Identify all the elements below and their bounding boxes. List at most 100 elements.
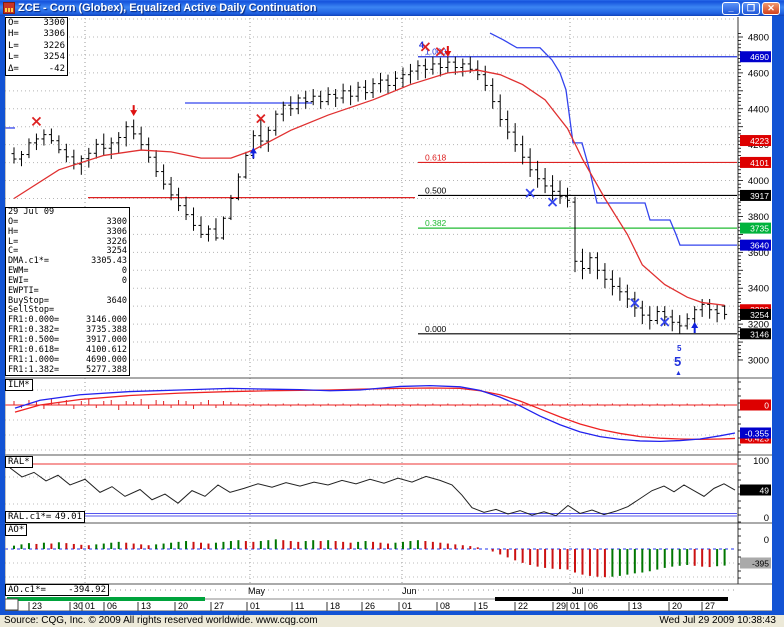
svg-text:06: 06 (107, 601, 117, 611)
svg-text:0: 0 (764, 401, 769, 411)
status-bar: Source: CQG, Inc. © 2009 All rights rese… (0, 615, 784, 627)
svg-text:3600: 3600 (748, 248, 769, 259)
svg-text:27: 27 (214, 601, 224, 611)
ral-value-box: RAL.c1*= 49.01 (5, 511, 85, 523)
ao-value: -394.92 (68, 585, 106, 595)
svg-text:3200: 3200 (748, 320, 769, 331)
svg-text:4000: 4000 (748, 176, 769, 187)
svg-text:5: 5 (674, 354, 681, 369)
svg-text:15: 15 (478, 601, 488, 611)
svg-text:4690: 4690 (750, 52, 769, 62)
svg-text:20: 20 (672, 601, 682, 611)
data-row: EWPTI= (8, 285, 39, 296)
svg-text:0.500: 0.500 (425, 185, 447, 195)
window-border-left (0, 16, 5, 611)
data-row: FR1:0.618= 4100.612 (8, 344, 127, 355)
svg-text:-395: -395 (752, 559, 769, 569)
svg-text:13: 13 (141, 601, 151, 611)
svg-text:13: 13 (632, 601, 642, 611)
quote-info-box: O= 3300 H= 3306 L= 3226 L= 3254 Δ= -42 (5, 17, 68, 77)
svg-text:3400: 3400 (748, 284, 769, 295)
svg-text:5: 5 (677, 344, 682, 353)
data-row: L= 3254 (8, 52, 65, 63)
svg-text:01: 01 (85, 601, 95, 611)
data-row: FR1:0.382= 3735.388 (8, 325, 127, 336)
svg-text:1.000: 1.000 (425, 47, 447, 57)
ral-value-label: RAL.c1*= (8, 512, 52, 522)
data-row: O= 3300 (8, 18, 65, 28)
svg-text:01: 01 (250, 601, 260, 611)
svg-text:0.000: 0.000 (425, 324, 447, 334)
svg-text:3800: 3800 (748, 212, 769, 223)
svg-text:May: May (248, 586, 266, 596)
status-source-text: Source: CQG, Inc. © 2009 All rights rese… (4, 615, 318, 626)
svg-text:Jun: Jun (402, 586, 417, 596)
svg-text:3735: 3735 (750, 224, 769, 234)
titlebar-buttons: _ ❐ ✕ (722, 1, 780, 15)
svg-text:30: 30 (73, 601, 83, 611)
data-row: BuyStop= 3640 (8, 295, 127, 306)
data-row: L= 3226 (8, 236, 127, 247)
svg-text:3146: 3146 (750, 329, 769, 339)
data-row: O= 3300 (8, 216, 127, 227)
svg-text:Jul: Jul (572, 586, 584, 596)
svg-text:3640: 3640 (750, 241, 769, 251)
title-bar: ZCE - Corn (Globex), Equalized Active Da… (0, 0, 784, 16)
data-row: H= 3306 (8, 226, 127, 237)
svg-text:26: 26 (365, 601, 375, 611)
svg-text:0.618: 0.618 (425, 152, 447, 162)
svg-text:4101: 4101 (750, 158, 769, 168)
app-icon (3, 2, 15, 14)
status-datetime: Wed Jul 29 2009 10:38:43 (659, 615, 776, 626)
ilm-study-label: ILM* (5, 379, 33, 391)
minimize-button[interactable]: _ (722, 1, 740, 15)
data-row: FR1:0.000= 3146.000 (8, 315, 127, 326)
svg-text:27: 27 (705, 601, 715, 611)
window-border-bottom (0, 611, 784, 615)
ao-value-box: AO.c1*= -394.92 (5, 584, 109, 596)
maximize-button[interactable]: ❐ (742, 1, 760, 15)
svg-text:11: 11 (295, 601, 304, 611)
svg-text:4: 4 (419, 40, 424, 50)
window-border-right (772, 16, 784, 611)
data-row: FR1:1.382= 5277.388 (8, 364, 127, 375)
ral-study-label: RAL* (5, 456, 33, 468)
svg-text:4400: 4400 (748, 104, 769, 115)
svg-text:▲: ▲ (675, 370, 682, 377)
svg-text:08: 08 (440, 601, 450, 611)
window-title: ZCE - Corn (Globex), Equalized Active Da… (18, 2, 317, 14)
svg-text:06: 06 (588, 601, 598, 611)
svg-text:18: 18 (330, 601, 340, 611)
close-button[interactable]: ✕ (762, 1, 780, 15)
svg-text:01: 01 (570, 601, 580, 611)
svg-text:23: 23 (32, 601, 42, 611)
svg-text:4800: 4800 (748, 33, 769, 44)
svg-text:0.382: 0.382 (425, 218, 447, 228)
svg-text:01: 01 (402, 601, 412, 611)
data-row: EWI= 0 (8, 275, 127, 286)
svg-text:49: 49 (760, 486, 770, 496)
data-row: H= 3306 (8, 29, 65, 40)
svg-text:0: 0 (764, 513, 769, 524)
data-row: L= 3226 (8, 40, 65, 51)
data-row: DMA.c1*= 3305.43 (8, 256, 127, 267)
ao-value-label: AO.c1*= (8, 585, 46, 595)
data-row: EWM= 0 (8, 266, 127, 277)
data-row: SellStop= (8, 305, 55, 316)
svg-text:100: 100 (753, 456, 769, 467)
svg-text:4600: 4600 (748, 68, 769, 79)
svg-text:4223: 4223 (750, 136, 769, 146)
svg-text:3254: 3254 (750, 310, 769, 320)
data-panel-date: 29 Jul 09 (8, 207, 55, 217)
data-row: FR1:1.000= 4690.000 (8, 354, 127, 365)
cursor-data-panel: 29 Jul 09 O= 3300 H= 3306 L= 3226 C= 3254 DMA.c1*… (5, 207, 130, 377)
svg-text:0: 0 (764, 535, 769, 546)
svg-text:3917: 3917 (750, 191, 769, 201)
data-row: FR1:0.500= 3917.000 (8, 334, 127, 345)
svg-text:-0.355: -0.355 (745, 429, 769, 439)
data-row: C= 3254 (8, 246, 127, 257)
ao-study-label: AO* (5, 524, 28, 536)
data-row: Δ= -42 (8, 63, 65, 74)
svg-text:22: 22 (518, 601, 528, 611)
